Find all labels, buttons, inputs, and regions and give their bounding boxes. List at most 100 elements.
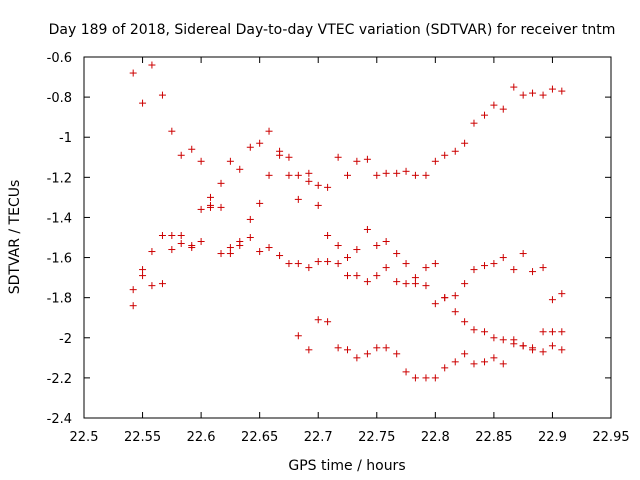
data-point-lower xyxy=(294,332,302,340)
data-point-lower xyxy=(490,354,498,362)
data-point-lower xyxy=(529,346,537,354)
data-point-middle-2 xyxy=(481,328,489,336)
data-point-lower xyxy=(324,318,332,326)
data-point-middle-2 xyxy=(197,205,205,213)
data-point-middle-2 xyxy=(158,280,166,288)
data-point-upper xyxy=(139,99,147,107)
data-point-middle-2 xyxy=(217,250,225,258)
data-point-middle-1 xyxy=(411,274,419,282)
data-point-upper xyxy=(226,157,234,165)
data-point-middle-2 xyxy=(363,278,371,286)
data-point-lower xyxy=(411,374,419,382)
data-point-lower xyxy=(499,360,507,368)
data-point-middle-2 xyxy=(499,336,507,344)
data-point-middle-1 xyxy=(246,215,254,223)
x-tick-label: 22.6 xyxy=(187,430,216,445)
data-point-middle-1 xyxy=(334,242,342,250)
data-point-lower xyxy=(422,374,430,382)
data-point-upper xyxy=(314,181,322,189)
data-point-upper xyxy=(481,111,489,119)
data-point-upper xyxy=(344,171,351,179)
data-point-lower xyxy=(402,368,410,376)
data-point-middle-1 xyxy=(393,250,401,258)
data-point-middle-2 xyxy=(470,326,478,334)
y-axis-label: SDTVAR / TECUs xyxy=(7,180,23,295)
data-point-upper xyxy=(411,171,419,179)
data-point-middle-1 xyxy=(305,169,313,177)
data-point-middle-1 xyxy=(422,264,430,272)
data-point-middle-1 xyxy=(265,171,273,179)
data-point-middle-2 xyxy=(177,240,185,248)
data-point-middle-1 xyxy=(548,296,556,304)
y-tick-label: -2.4 xyxy=(47,412,72,427)
x-tick-label: 22.65 xyxy=(241,430,278,445)
data-point-middle-1 xyxy=(148,248,156,256)
data-point-middle-2 xyxy=(373,272,381,280)
y-tick-label: -0.6 xyxy=(47,51,72,66)
data-point-lower xyxy=(519,342,527,350)
data-point-upper xyxy=(548,85,556,93)
data-point-upper xyxy=(558,87,566,95)
data-point-lower xyxy=(481,358,489,366)
data-point-middle-1 xyxy=(558,290,566,298)
data-point-middle-1 xyxy=(129,286,137,294)
data-point-upper xyxy=(129,69,137,77)
data-point-upper xyxy=(461,139,469,147)
data-point-upper xyxy=(490,101,498,109)
data-point-lower xyxy=(334,344,342,352)
data-point-lower xyxy=(470,360,478,368)
data-point-upper xyxy=(158,91,166,99)
data-point-upper xyxy=(294,171,302,179)
data-point-middle-1 xyxy=(529,268,537,276)
data-point-middle-1 xyxy=(226,250,234,258)
data-point-middle-2 xyxy=(168,246,176,254)
data-point-middle-2 xyxy=(265,244,273,252)
data-point-middle-1 xyxy=(158,231,166,239)
data-point-lower xyxy=(558,346,566,354)
data-point-lower xyxy=(305,346,313,354)
axis-ticks xyxy=(83,56,612,419)
data-point-upper xyxy=(305,177,313,185)
data-point-middle-1 xyxy=(490,260,498,268)
data-point-middle-2 xyxy=(490,334,498,342)
data-point-middle-1 xyxy=(519,250,527,258)
data-point-upper xyxy=(441,151,449,159)
data-point-upper xyxy=(451,147,459,155)
data-point-lower xyxy=(373,344,381,352)
data-point-middle-2 xyxy=(314,258,322,266)
data-point-middle-1 xyxy=(363,225,371,233)
data-point-middle-2 xyxy=(324,258,332,266)
x-tick-label: 22.95 xyxy=(592,430,629,445)
data-point-middle-2 xyxy=(236,242,244,250)
data-point-middle-1 xyxy=(139,266,147,274)
data-point-middle-2 xyxy=(148,282,156,290)
data-point-middle-1 xyxy=(539,264,547,272)
x-tick-label: 22.85 xyxy=(475,430,512,445)
data-point-middle-1 xyxy=(481,262,489,270)
data-point-middle-2 xyxy=(226,244,234,252)
data-point-upper xyxy=(470,119,478,127)
x-tick-label: 22.75 xyxy=(358,430,395,445)
data-point-upper xyxy=(197,157,205,165)
data-point-middle-1 xyxy=(197,238,205,246)
data-point-middle-2 xyxy=(206,201,214,209)
y-tick-label: -1.2 xyxy=(47,171,72,186)
data-point-middle-1 xyxy=(373,242,381,250)
data-point-middle-2 xyxy=(558,328,566,336)
data-point-middle-2 xyxy=(129,302,137,310)
data-point-middle-2 xyxy=(246,234,254,241)
data-point-lower xyxy=(314,316,322,324)
data-point-middle-1 xyxy=(206,193,214,201)
data-point-upper xyxy=(177,151,185,159)
data-point-lower xyxy=(441,364,449,372)
data-point-middle-1 xyxy=(314,201,322,209)
data-point-middle-2 xyxy=(276,252,284,260)
y-tick-labels: -2.4 -2.2 -2 -1.8 -1.6 -1.4 -1.2 -1 -0.8 -0.6 xyxy=(47,51,72,427)
data-point-upper xyxy=(519,91,527,99)
data-point-middle-2 xyxy=(294,260,302,268)
data-point-upper xyxy=(188,145,196,153)
data-point-middle-2 xyxy=(139,272,147,280)
data-point-middle-2 xyxy=(344,272,351,280)
data-point-lower xyxy=(461,350,469,358)
data-point-middle-1 xyxy=(324,231,332,239)
